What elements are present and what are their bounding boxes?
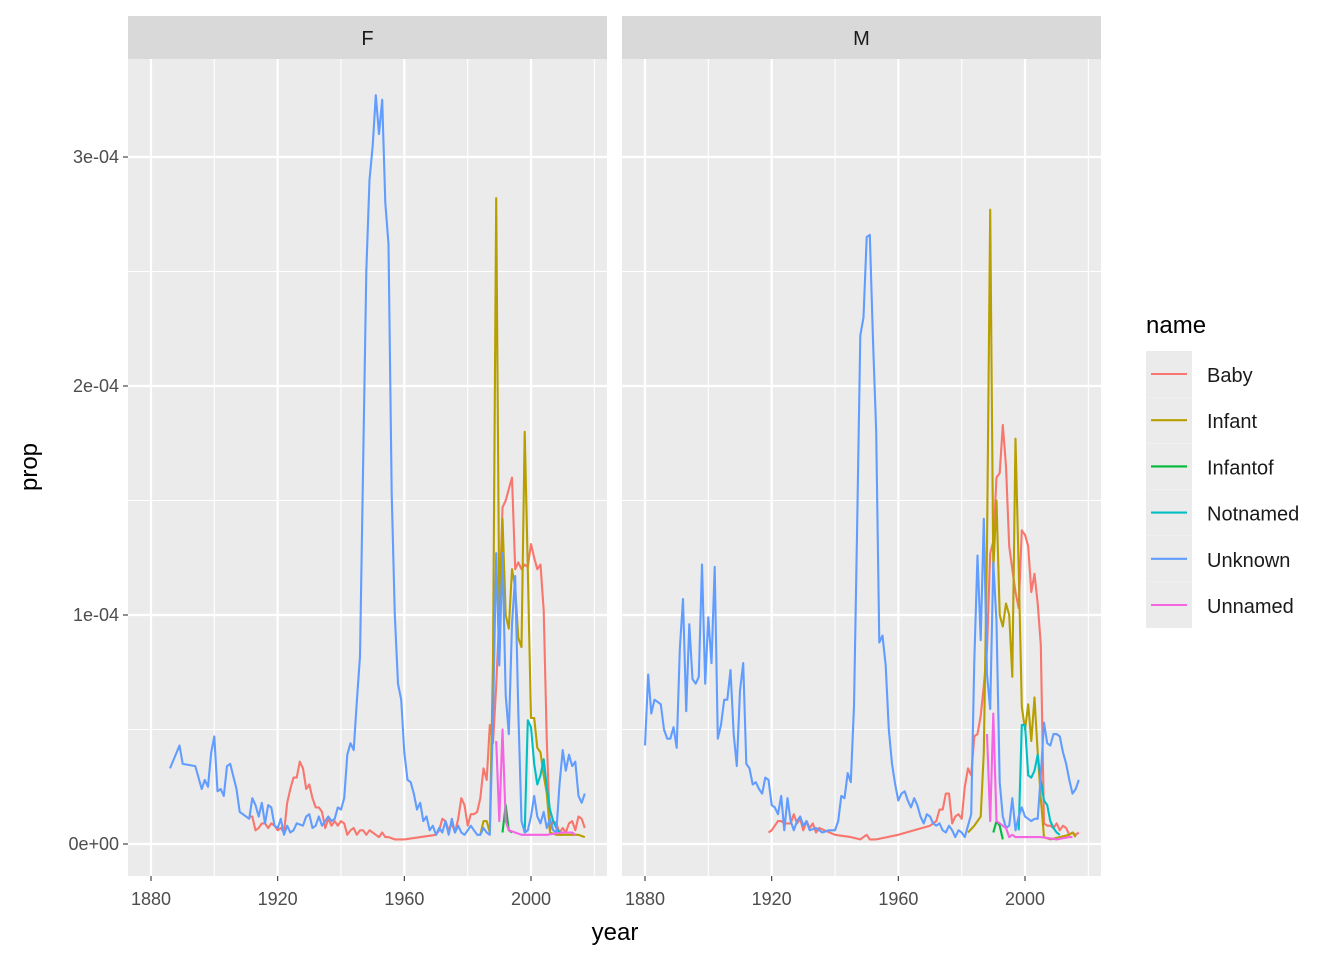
- facet-panel-F: F 1880 1920 1960 2000 0e+00 1e-04 2e-04 3e-04: [68, 16, 607, 909]
- x-tick-label: 1920: [258, 889, 298, 909]
- series-line-notnamed: [1017, 723, 1061, 836]
- facet-strip-label: M: [853, 28, 870, 50]
- x-tick-label: 2000: [511, 889, 551, 909]
- legend-label: Notnamed: [1207, 504, 1299, 526]
- legend-label: Unnamed: [1207, 596, 1294, 618]
- x-tick-label: 1960: [878, 889, 918, 909]
- series-line-infant: [967, 208, 1077, 841]
- facet-strip-label: F: [361, 28, 373, 50]
- facet-strip: [622, 16, 1101, 59]
- facet-strip: [128, 16, 607, 59]
- panel-background: [622, 59, 1101, 876]
- facet-panel-M: M 1880 1920 1960 2000: [622, 16, 1101, 909]
- legend-item-notnamed: Notnamed: [1146, 489, 1299, 536]
- y-tick-label: 3e-04: [73, 147, 119, 167]
- x-tick-label: 1880: [625, 889, 665, 909]
- legend-label: Infantof: [1207, 457, 1274, 479]
- panel-background: [128, 59, 607, 876]
- x-axis-title: year: [592, 919, 639, 946]
- x-tick-label: 1920: [752, 889, 792, 909]
- series-line-unknown: [643, 233, 1080, 839]
- legend-label: Baby: [1207, 365, 1253, 387]
- legend-item-unknown: Unknown: [1146, 535, 1290, 582]
- legend-item-infantof: Infantof: [1146, 443, 1274, 490]
- legend-title: name: [1146, 312, 1206, 339]
- legend-item-baby: Baby: [1146, 351, 1253, 397]
- series-line-unnamed: [495, 728, 576, 836]
- y-tick-label: 1e-04: [73, 605, 119, 625]
- y-tick-label: 0e+00: [68, 834, 119, 854]
- legend-item-unnamed: Unnamed: [1146, 582, 1294, 628]
- x-tick-label: 2000: [1005, 889, 1045, 909]
- y-axis-title: prop: [16, 443, 43, 491]
- x-tick-label: 1960: [384, 889, 424, 909]
- series-line-unknown: [169, 94, 586, 836]
- series-line-unnamed: [985, 712, 1073, 841]
- legend-item-infant: Infant: [1146, 397, 1257, 444]
- legend-label: Unknown: [1207, 550, 1290, 572]
- x-tick-label: 1880: [131, 889, 171, 909]
- y-tick-label: 2e-04: [73, 376, 119, 396]
- legend-label: Infant: [1207, 411, 1257, 433]
